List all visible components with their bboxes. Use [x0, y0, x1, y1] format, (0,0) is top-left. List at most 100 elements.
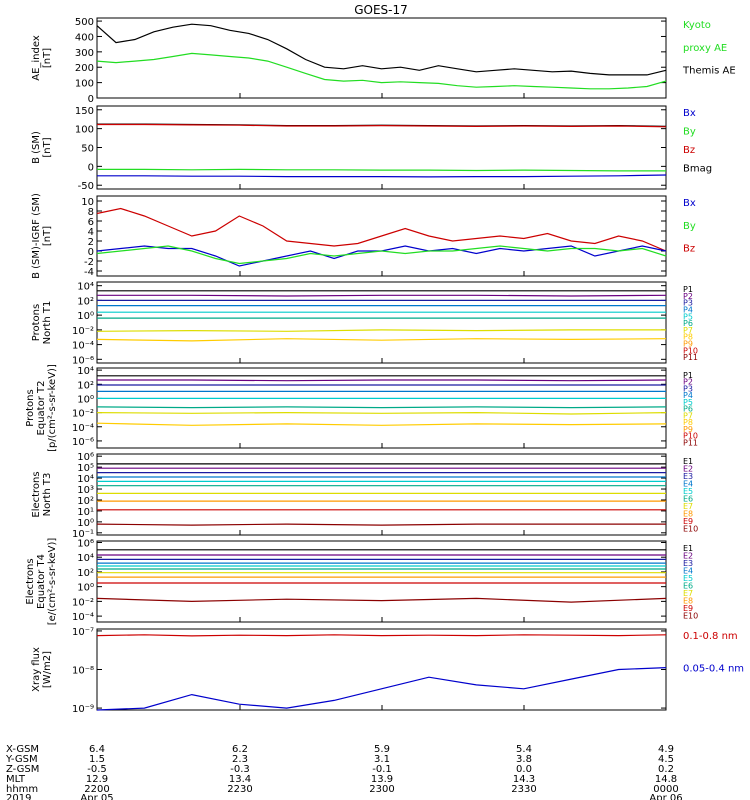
legend-entry-e6: E6	[683, 582, 693, 591]
y-tick-label: -4	[84, 267, 94, 278]
footer-value: 0000	[653, 784, 678, 795]
legend-entry-p11: P11	[683, 438, 698, 447]
y-tick-label: 10⁻⁶	[72, 355, 94, 366]
legend-entry-p5: P5	[683, 398, 693, 407]
y-axis-label: Equator T4	[36, 554, 47, 609]
footer-row-label: hhmm	[6, 784, 38, 795]
legend-entry-p5: P5	[683, 312, 693, 321]
y-tick-label: 10⁻²	[72, 326, 94, 337]
y-axis-label: AE_index	[31, 35, 42, 81]
legend-entry-p9: P9	[683, 340, 693, 349]
legend-entry-p4: P4	[683, 305, 693, 314]
y-axis-label: North T3	[42, 473, 53, 517]
y-axis-label: North T1	[42, 301, 53, 345]
y-tick-label: 10⁻²	[72, 597, 94, 608]
footer-value: 3.1	[374, 754, 390, 765]
legend-entry-p8: P8	[683, 333, 693, 342]
legend-entry-e5: E5	[683, 487, 693, 496]
legend-entry-e8: E8	[683, 597, 693, 606]
panel-frame-ae	[96, 17, 667, 99]
legend-entry-p6: P6	[683, 405, 693, 414]
footer-value: 4.9	[658, 744, 674, 755]
legend-entry-e7: E7	[683, 502, 693, 511]
y-tick-label: 10¹	[77, 507, 94, 518]
series-b_sm-bz	[97, 123, 667, 128]
legend-entry-e6: E6	[683, 495, 693, 504]
legend-entry-bz: Bz	[683, 244, 695, 255]
series-ae-themis-ae	[96, 23, 667, 76]
y-tick-label: 10⁶	[77, 452, 94, 463]
y-tick-label: 400	[75, 32, 94, 43]
series-e_north-e10	[96, 523, 666, 526]
legend-entry-p2: P2	[683, 378, 693, 387]
y-axis-label: [nT]	[42, 48, 53, 68]
footer-value: 5.9	[374, 744, 390, 755]
footer-value: -0.3	[230, 764, 250, 775]
legend-entry-p4: P4	[683, 391, 693, 400]
series-p_north-p2	[97, 294, 667, 297]
y-axis-label: Protons	[31, 304, 42, 341]
y-tick-label: 300	[75, 48, 94, 59]
legend-entry-p6: P6	[683, 319, 693, 328]
y-tick-label: 10²	[77, 496, 94, 507]
legend-entry-proxy-ae: proxy AE	[683, 43, 727, 54]
y-tick-label: 10⁻⁶	[72, 437, 94, 448]
legend-entry-by: By	[683, 221, 696, 232]
y-tick-label: 10⁵	[77, 463, 94, 474]
legend-entry-e1: E1	[683, 457, 693, 466]
y-tick-label: 10²	[77, 296, 94, 307]
footer-row-label: X-GSM	[6, 744, 39, 755]
y-tick-label: 10	[81, 197, 94, 208]
series-p_eq-p6	[96, 406, 667, 409]
footer-value: 14.3	[513, 774, 535, 785]
legend-entry-p9: P9	[683, 425, 693, 434]
legend-entry-bz: Bz	[683, 145, 695, 156]
y-tick-label: 10⁻¹	[72, 529, 94, 540]
series-p_eq-p8	[96, 422, 667, 426]
y-tick-label: 2	[88, 237, 94, 248]
series-xray-0-1-0-8-nm	[96, 634, 667, 637]
y-tick-label: 10⁰	[77, 518, 94, 529]
legend-entry-kyoto: Kyoto	[683, 20, 711, 31]
y-axis-label: [p/(cm²-s-sr-keV)]	[47, 364, 58, 452]
y-axis-label: Xray flux	[31, 647, 42, 692]
y-axis-label: Electrons	[31, 471, 42, 517]
legend-entry-e10: E10	[683, 612, 698, 621]
y-tick-label: 10⁰	[77, 583, 94, 594]
series-b_igrf-bz	[96, 207, 667, 252]
y-axis-label: [nT]	[42, 137, 53, 157]
series-b_igrf-by	[96, 245, 667, 265]
y-tick-label: -50	[78, 181, 94, 192]
series-p_eq-p2	[97, 379, 667, 382]
y-axis-label: Protons	[25, 389, 36, 426]
footer-value: 2200	[84, 784, 109, 795]
y-tick-label: 10²	[77, 380, 94, 391]
legend-entry-e8: E8	[683, 510, 693, 519]
legend-entry-p7: P7	[683, 411, 693, 420]
y-tick-label: 10⁻⁸	[72, 666, 94, 677]
footer-value: 2.3	[232, 754, 248, 765]
y-axis-label: Electrons	[25, 558, 36, 604]
y-axis-label: B (SM)-IGRF (SM)	[31, 193, 42, 279]
y-tick-label: 10⁻⁴	[72, 612, 94, 623]
legend-entry-p1: P1	[683, 285, 693, 294]
legend-entry-bx: Bx	[683, 198, 696, 209]
y-tick-label: 10⁻⁴	[72, 341, 94, 352]
legend-entry-e4: E4	[683, 567, 693, 576]
legend-entry-e3: E3	[683, 559, 693, 568]
footer-value: 14.8	[655, 774, 677, 785]
legend-entry-e10: E10	[683, 525, 698, 534]
y-tick-label: 10⁴	[77, 282, 94, 293]
y-tick-label: 4	[88, 227, 94, 238]
footer-value: 2230	[227, 784, 252, 795]
y-tick-label: 10²	[77, 568, 94, 579]
y-tick-label: 100	[75, 79, 94, 90]
legend-entry-e1: E1	[683, 544, 693, 553]
legend-entry-p7: P7	[683, 326, 693, 335]
footer-value: 4.5	[658, 754, 674, 765]
y-tick-label: 10⁻⁴	[72, 423, 94, 434]
legend-entry-e2: E2	[683, 465, 693, 474]
footer-value: -0.5	[87, 764, 107, 775]
legend-entry-e4: E4	[683, 480, 693, 489]
